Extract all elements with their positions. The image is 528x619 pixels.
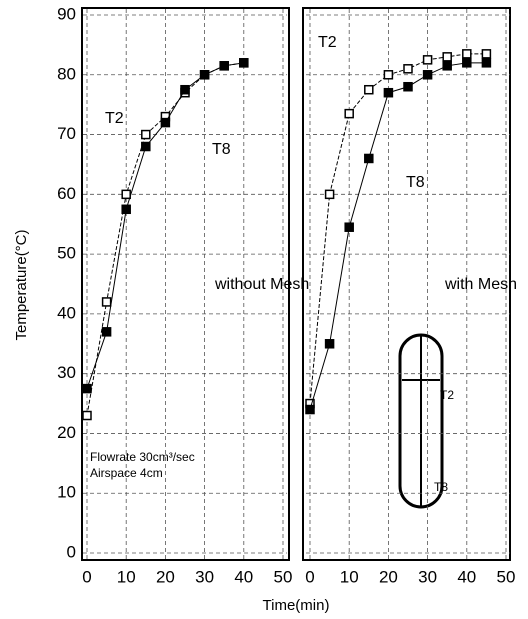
marker xyxy=(82,410,92,421)
y-tick-label: 80 xyxy=(57,64,76,83)
marker xyxy=(180,84,190,95)
marker xyxy=(481,49,492,59)
marker xyxy=(324,339,335,349)
annotation: with Mesh xyxy=(444,276,517,293)
marker xyxy=(462,58,472,68)
x-tick-label: 20 xyxy=(156,567,175,586)
marker xyxy=(383,87,394,98)
marker xyxy=(239,58,249,68)
y-tick-label: 20 xyxy=(57,423,76,442)
marker xyxy=(422,70,433,80)
marker xyxy=(364,84,374,95)
marker xyxy=(403,81,413,92)
marker xyxy=(219,61,229,71)
y-axis-label: Temperature(°C) xyxy=(13,229,30,340)
marker xyxy=(481,58,492,68)
marker xyxy=(324,189,335,200)
marker xyxy=(305,404,315,415)
x-tick-label: 50 xyxy=(497,567,516,586)
right-frame xyxy=(302,7,511,561)
marker xyxy=(403,64,413,74)
series-label: T2 xyxy=(105,110,124,127)
marker xyxy=(422,55,433,65)
marker xyxy=(141,141,151,152)
left-frame xyxy=(81,7,290,561)
marker xyxy=(121,189,131,200)
annotation: T2 xyxy=(440,388,454,402)
x-tick-label: 10 xyxy=(117,567,136,586)
y-tick-label: 60 xyxy=(57,184,76,203)
marker xyxy=(364,153,374,164)
x-tick-label: 30 xyxy=(418,567,437,586)
x-tick-label: 40 xyxy=(234,567,253,586)
inset-diagram xyxy=(398,333,444,509)
y-tick-label: 10 xyxy=(57,483,76,502)
marker xyxy=(462,49,472,59)
y-tick-label: 30 xyxy=(57,363,76,382)
marker xyxy=(199,70,210,80)
marker xyxy=(101,297,112,307)
series-line xyxy=(309,62,487,410)
marker xyxy=(101,327,112,337)
annotation: T8 xyxy=(434,480,448,494)
annotation: Flowrate 30cm³/sec xyxy=(90,450,195,464)
marker xyxy=(141,129,151,140)
x-tick-label: 0 xyxy=(305,567,314,586)
y-tick-label: 90 xyxy=(57,4,76,23)
series-line xyxy=(309,53,487,404)
x-tick-label: 40 xyxy=(457,567,476,586)
annotation: without Mesh xyxy=(214,276,309,293)
marker xyxy=(82,383,92,394)
marker xyxy=(160,117,171,128)
x-tick-label: 30 xyxy=(195,567,214,586)
y-tick-label: 0 xyxy=(67,542,76,561)
series-label: T2 xyxy=(318,34,337,51)
x-tick-label: 20 xyxy=(379,567,398,586)
marker xyxy=(344,222,354,232)
x-axis-label: Time(min) xyxy=(263,597,330,614)
marker xyxy=(121,204,131,215)
series-label: T8 xyxy=(406,174,425,191)
y-tick-label: 50 xyxy=(57,244,76,263)
y-tick-label: 70 xyxy=(57,124,76,143)
series-label: T8 xyxy=(212,141,231,158)
marker xyxy=(442,52,452,62)
marker xyxy=(442,61,452,71)
marker xyxy=(383,70,394,80)
x-tick-label: 0 xyxy=(82,567,91,586)
annotation: Airspace 4cm xyxy=(90,466,163,480)
x-tick-label: 50 xyxy=(274,567,293,586)
marker xyxy=(344,108,354,119)
x-tick-label: 10 xyxy=(340,567,359,586)
y-tick-label: 40 xyxy=(57,303,76,322)
